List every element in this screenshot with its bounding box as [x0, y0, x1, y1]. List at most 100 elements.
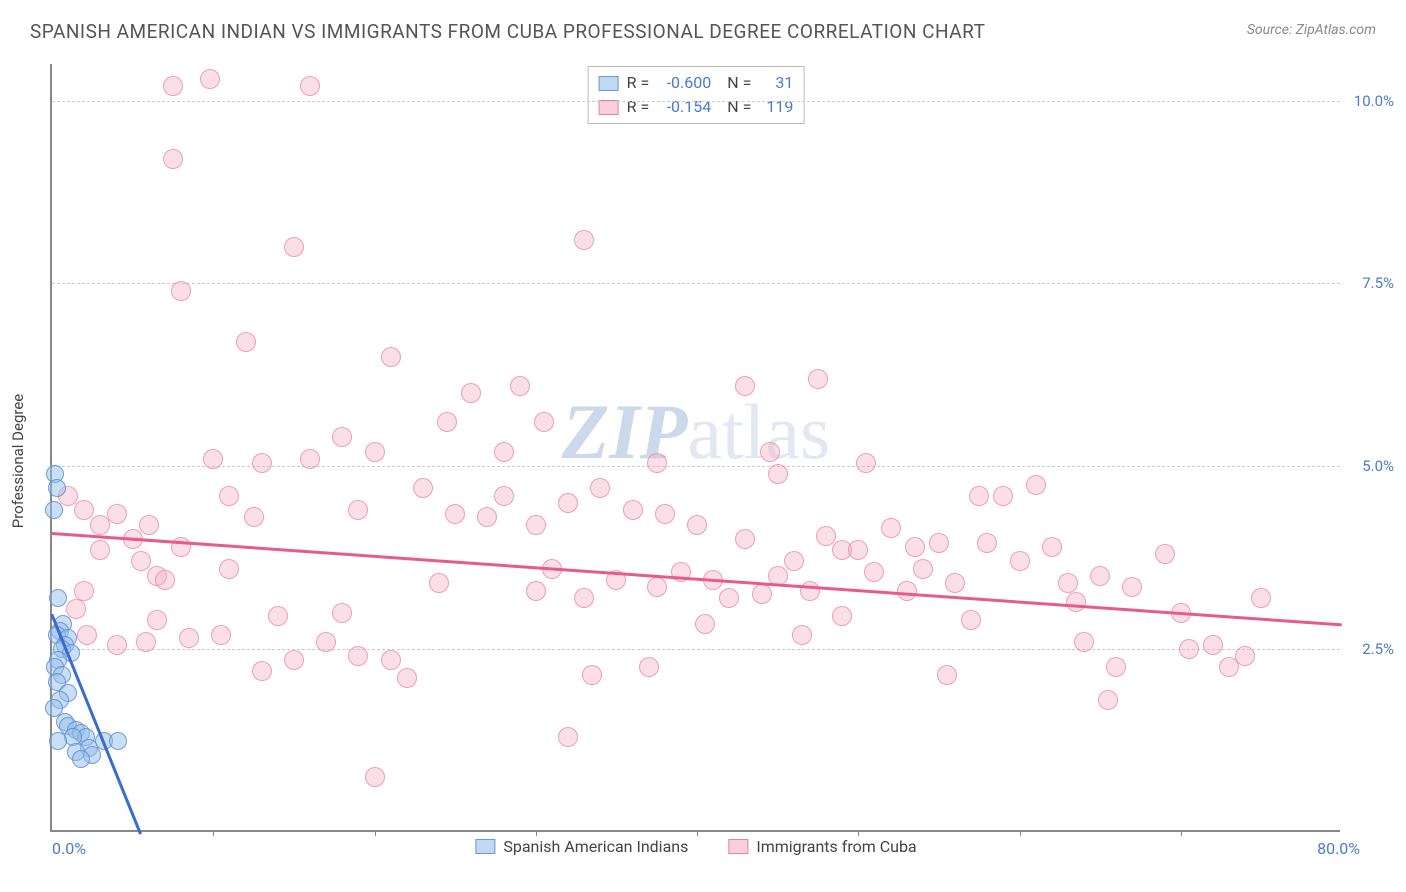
data-point-pink — [437, 412, 457, 432]
data-point-pink — [244, 507, 264, 527]
data-point-pink — [365, 442, 385, 462]
data-point-pink — [864, 562, 884, 582]
data-point-pink — [1106, 657, 1126, 677]
data-point-pink — [510, 376, 530, 396]
y-tick-label: 5.0% — [1362, 457, 1394, 475]
gridline-h — [52, 649, 1340, 650]
data-point-pink — [131, 551, 151, 571]
correlation-stats-box: R = -0.600 N = 31 R = -0.154 N = 119 — [588, 66, 805, 124]
data-point-pink — [203, 449, 223, 469]
data-point-pink — [219, 486, 239, 506]
data-point-pink — [856, 453, 876, 473]
data-point-pink — [768, 464, 788, 484]
data-point-pink — [461, 383, 481, 403]
data-point-pink — [752, 584, 772, 604]
data-point-pink — [816, 526, 836, 546]
y-tick-label: 7.5% — [1362, 274, 1394, 292]
data-point-pink — [961, 610, 981, 630]
data-point-pink — [655, 504, 675, 524]
data-point-pink — [163, 149, 183, 169]
data-point-pink — [590, 478, 610, 498]
data-point-pink — [1074, 632, 1094, 652]
data-point-pink — [526, 581, 546, 601]
data-point-pink — [74, 581, 94, 601]
data-point-blue — [49, 732, 67, 750]
legend-item-pink: Immigrants from Cuba — [728, 837, 916, 856]
data-point-pink — [211, 625, 231, 645]
data-point-pink — [179, 628, 199, 648]
gridline-h — [52, 466, 1340, 467]
data-point-pink — [494, 486, 514, 506]
data-point-pink — [897, 581, 917, 601]
data-point-pink — [695, 614, 715, 634]
data-point-pink — [647, 577, 667, 597]
data-point-blue — [49, 589, 67, 607]
data-point-pink — [268, 606, 288, 626]
data-point-pink — [993, 486, 1013, 506]
x-tick-mark — [697, 830, 698, 836]
data-point-pink — [687, 515, 707, 535]
data-point-pink — [558, 727, 578, 747]
data-point-pink — [171, 281, 191, 301]
data-point-pink — [252, 661, 272, 681]
data-point-pink — [200, 69, 220, 89]
data-point-pink — [1090, 566, 1110, 586]
data-point-pink — [1203, 635, 1223, 655]
data-point-pink — [881, 518, 901, 538]
y-axis-label: Professional Degree — [9, 394, 27, 529]
data-point-pink — [526, 515, 546, 535]
data-point-pink — [1098, 690, 1118, 710]
data-point-pink — [107, 635, 127, 655]
data-point-pink — [494, 442, 514, 462]
source-attribution: Source: ZipAtlas.com — [1247, 22, 1376, 38]
x-tick-mark — [536, 830, 537, 836]
data-point-pink — [639, 657, 659, 677]
legend: Spanish American Indians Immigrants from… — [475, 837, 916, 856]
gridline-h — [52, 283, 1340, 284]
data-point-pink — [413, 478, 433, 498]
x-tick-min: 0.0% — [52, 839, 86, 858]
data-point-pink — [284, 650, 304, 670]
x-tick-mark — [858, 830, 859, 836]
swatch-pink-icon — [599, 100, 619, 115]
gridline-h — [52, 101, 1340, 102]
chart-title: SPANISH AMERICAN INDIAN VS IMMIGRANTS FR… — [30, 20, 1376, 43]
chart-area: Professional Degree ZIPatlas R = -0.600 … — [30, 60, 1376, 862]
data-point-pink — [300, 449, 320, 469]
data-point-pink — [316, 632, 336, 652]
data-point-pink — [90, 540, 110, 560]
data-point-pink — [139, 515, 159, 535]
data-point-pink — [300, 76, 320, 96]
stats-row-pink: R = -0.154 N = 119 — [599, 95, 794, 119]
data-point-pink — [1235, 646, 1255, 666]
data-point-pink — [1122, 577, 1142, 597]
data-point-blue — [72, 750, 90, 768]
data-point-pink — [1058, 573, 1078, 593]
data-point-pink — [800, 581, 820, 601]
x-tick-mark — [375, 830, 376, 836]
data-point-pink — [284, 237, 304, 257]
data-point-pink — [719, 588, 739, 608]
x-tick-mark — [1020, 830, 1021, 836]
data-point-pink — [397, 668, 417, 688]
data-point-pink — [735, 529, 755, 549]
data-point-pink — [832, 606, 852, 626]
data-point-pink — [913, 559, 933, 579]
data-point-pink — [1179, 639, 1199, 659]
data-point-pink — [147, 610, 167, 630]
stats-row-blue: R = -0.600 N = 31 — [599, 71, 794, 95]
data-point-pink — [219, 559, 239, 579]
data-point-pink — [848, 540, 868, 560]
data-point-pink — [558, 493, 578, 513]
data-point-pink — [155, 570, 175, 590]
data-point-pink — [1026, 475, 1046, 495]
swatch-blue-icon — [599, 76, 619, 91]
data-point-blue — [45, 501, 63, 519]
data-point-pink — [1066, 592, 1086, 612]
data-point-pink — [623, 500, 643, 520]
data-point-pink — [136, 632, 156, 652]
data-point-pink — [477, 507, 497, 527]
data-point-pink — [429, 573, 449, 593]
data-point-pink — [365, 767, 385, 787]
data-point-pink — [332, 603, 352, 623]
